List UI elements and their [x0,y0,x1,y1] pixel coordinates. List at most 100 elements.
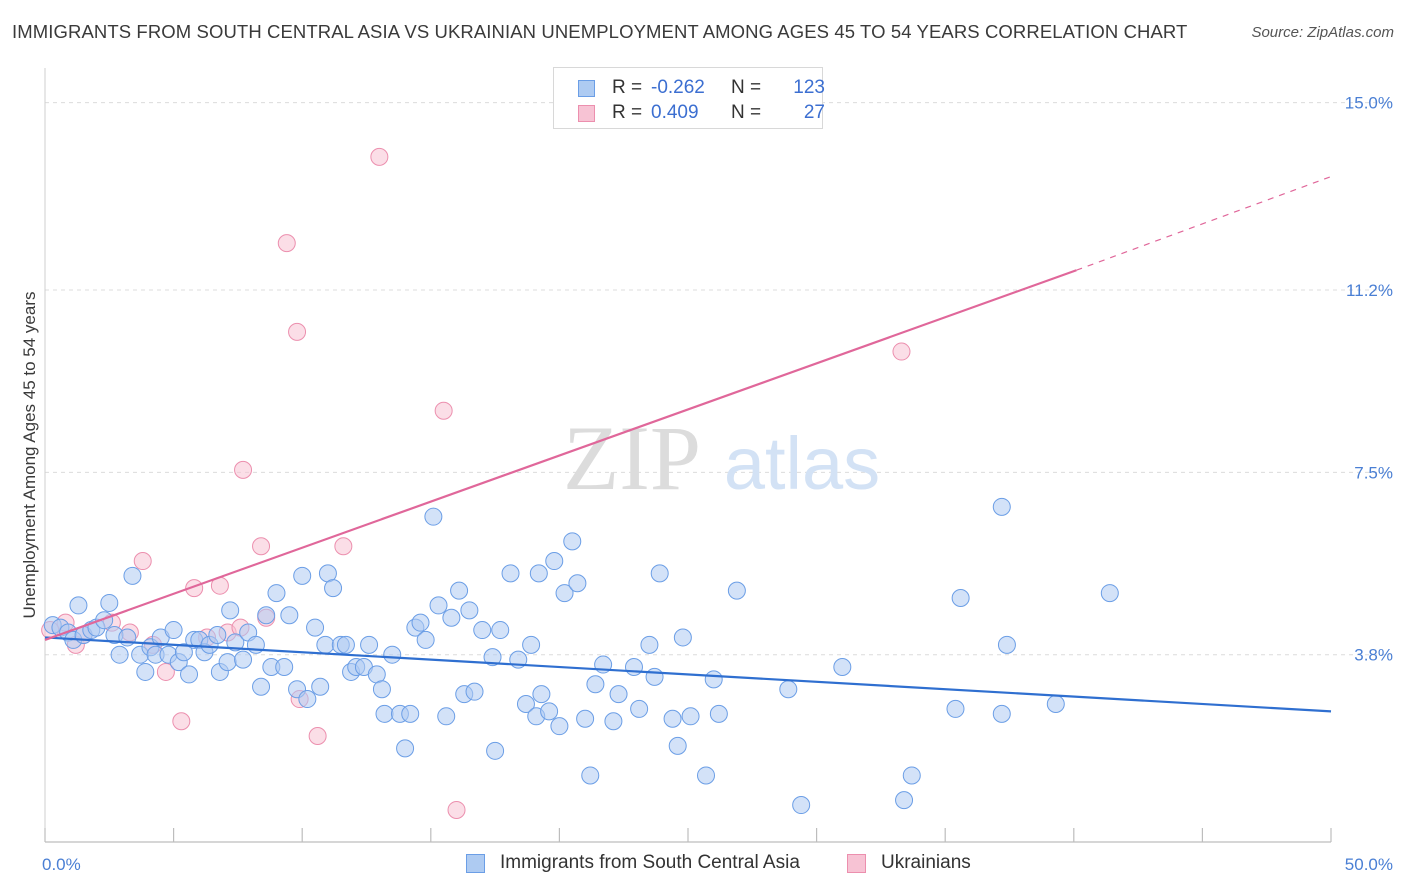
data-point [100,593,119,612]
data-point [529,564,548,583]
data-point [375,704,394,723]
data-point [581,766,600,785]
data-point [370,147,389,166]
data-point [697,766,716,785]
data-point [234,460,253,479]
legend-swatch-blue [578,80,595,97]
data-point [221,601,240,620]
legend-label: Ukrainians [881,852,971,873]
data-point [110,645,129,664]
data-point [267,584,286,603]
data-point [306,618,325,637]
legend-label: Immigrants from South Central Asia [500,852,800,873]
data-point [288,322,307,341]
data-point [257,606,276,625]
data-point [486,741,505,760]
data-point [411,613,430,632]
data-point [280,606,299,625]
x-tick-label: 0.0% [42,855,81,874]
data-point [609,685,628,704]
data-point [902,766,921,785]
data-point [545,552,564,571]
data-point [308,727,327,746]
watermark-zip: ZIP [563,407,701,509]
data-point [174,643,193,662]
trend-line [44,636,1332,713]
legend-r-label: R = [612,77,643,98]
data-point [95,611,114,630]
watermark: ZIP atlas [563,407,880,509]
data-point [372,680,391,699]
data-point [491,621,510,640]
data-point [630,699,649,718]
data-point [997,635,1016,654]
data-point [275,658,294,677]
trend-lines [44,176,1332,713]
data-point [252,537,271,556]
data-point [604,712,623,731]
data-point [360,635,379,654]
correlation-legend: R = -0.262 N = 123 R = 0.409 N = 27 [553,67,825,129]
legend-n-value: 123 [793,77,825,98]
legend-n-value: 27 [803,102,825,123]
data-point [123,566,142,585]
data-point [298,690,317,709]
data-point [465,682,484,701]
data-point [992,704,1011,723]
trend-line-extension [1076,176,1332,271]
data-point [568,574,587,593]
data-point [396,739,415,758]
data-point [540,702,559,721]
data-point [555,584,574,603]
data-point [663,709,682,728]
legend-swatch-pink [578,105,595,122]
data-point [645,667,664,686]
data-point [252,677,271,696]
data-point [401,704,420,723]
data-point [434,401,453,420]
data-point [946,699,965,718]
data-point [501,564,520,583]
y-tick-label: 7.5% [1354,463,1393,482]
data-point [460,601,479,620]
y-tick-label: 11.2% [1346,281,1393,300]
data-point [69,596,88,615]
data-point [437,707,456,726]
data-point [429,596,448,615]
data-point [450,581,469,600]
data-point [892,342,911,361]
y-tick-label: 3.8% [1354,646,1393,665]
data-point [532,685,551,704]
chart-title: IMMIGRANTS FROM SOUTH CENTRAL ASIA VS UK… [12,21,1188,42]
data-point [1100,584,1119,603]
gridlines [45,102,1392,656]
data-point [586,675,605,694]
data-point [522,635,541,654]
data-point [447,800,466,819]
legend-n-label: N = [731,77,762,98]
data-point [208,625,227,644]
data-point [473,621,492,640]
watermark-atlas: atlas [724,422,880,505]
x-tick-label: 50.0% [1345,855,1393,874]
data-point [992,497,1011,516]
data-point [180,665,199,684]
data-point [673,628,692,647]
data-point [324,579,343,598]
data-point [516,694,535,713]
data-point [563,532,582,551]
data-point [640,635,659,654]
legend-swatch-blue [466,854,485,873]
legend-swatch-pink [847,854,866,873]
data-point [576,709,595,728]
data-point [624,658,643,677]
data-point [226,633,245,652]
data-point [792,796,811,815]
data-point [416,630,435,649]
data-point [1046,694,1065,713]
data-point [336,635,355,654]
data-point [833,658,852,677]
data-point [681,707,700,726]
data-point [709,704,728,723]
